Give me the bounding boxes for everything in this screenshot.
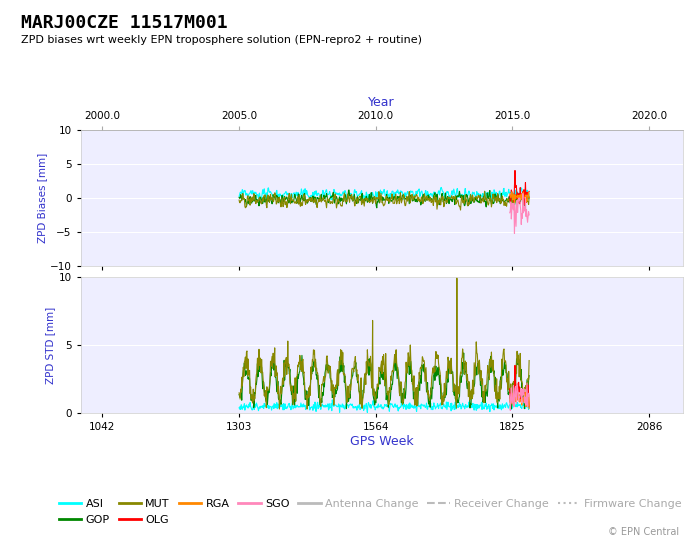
- Legend: ASI, GOP, MUT, OLG, RGA, SGO, Antenna Change, Receiver Change, Firmware Change: ASI, GOP, MUT, OLG, RGA, SGO, Antenna Ch…: [55, 495, 687, 529]
- X-axis label: Year: Year: [368, 97, 395, 110]
- Text: © EPN Central: © EPN Central: [608, 527, 679, 537]
- X-axis label: GPS Week: GPS Week: [350, 435, 413, 448]
- Text: ZPD biases wrt weekly EPN troposphere solution (EPN-repro2 + routine): ZPD biases wrt weekly EPN troposphere so…: [21, 35, 422, 45]
- Text: MARJ00CZE 11517M001: MARJ00CZE 11517M001: [21, 14, 228, 31]
- Y-axis label: ZPD Biases [mm]: ZPD Biases [mm]: [37, 153, 47, 243]
- Y-axis label: ZPD STD [mm]: ZPD STD [mm]: [46, 306, 55, 383]
